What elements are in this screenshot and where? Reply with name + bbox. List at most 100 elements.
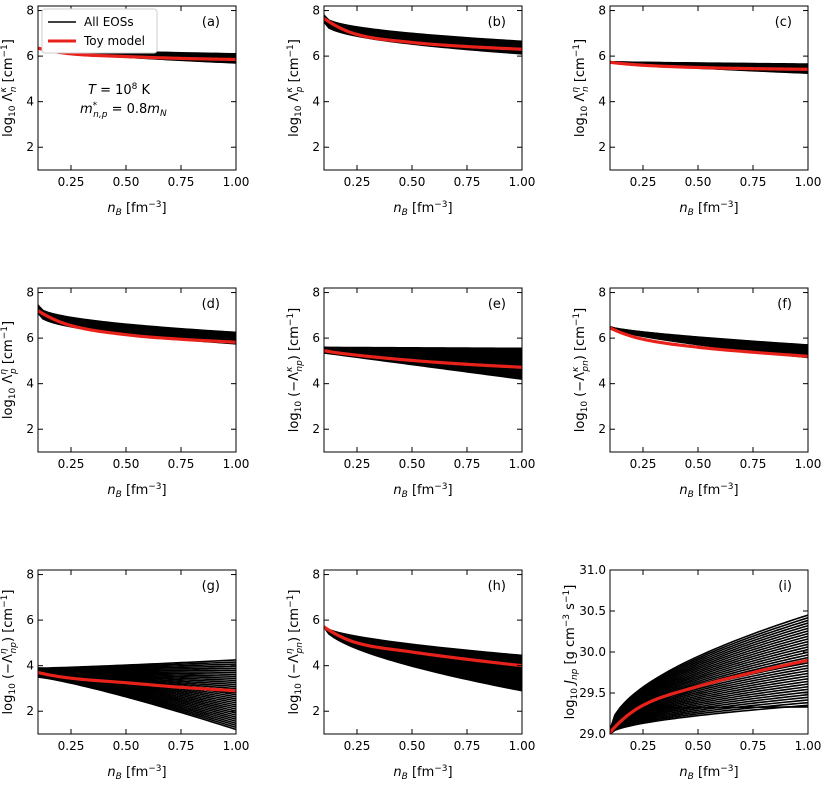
panel-label: (d) <box>202 297 220 312</box>
x-tick-label: 0.25 <box>58 175 85 189</box>
axes-frame <box>609 287 809 453</box>
x-axis-label: nB [fm−3] <box>679 482 738 500</box>
eos-curve <box>610 675 808 732</box>
y-tick-label: 2 <box>312 422 320 436</box>
x-axis-label: nB [fm−3] <box>679 764 738 782</box>
x-axis-label: nB [fm−3] <box>107 200 166 218</box>
eos-curve <box>610 614 808 731</box>
y-axis-label: log10 Jnp [g cm−3 s−1] <box>562 585 580 720</box>
x-tick-label: 0.50 <box>399 739 426 753</box>
eos-curve <box>610 691 808 734</box>
y-tick-label: 8 <box>26 4 34 18</box>
x-ticks: 0.25 0.50 0.75 1.00 <box>630 570 822 753</box>
y-tick-label: 31.0 <box>579 563 606 577</box>
eos-curve <box>324 346 522 350</box>
toy-model-line <box>324 625 522 668</box>
axes-frame <box>37 287 237 453</box>
y-axis-label: log10 Ληn [cm−1] <box>571 39 591 137</box>
x-axis-label: nB [fm−3] <box>107 482 166 500</box>
y-axis-label: log10 (−Λκpn) [cm−1] <box>571 308 591 432</box>
y-tick-label: 4 <box>312 659 320 673</box>
toy-model-curve <box>324 625 522 668</box>
x-tick-label: 0.25 <box>344 457 371 471</box>
x-tick-label: 0.75 <box>168 175 195 189</box>
y-ticks: 29.0 29.5 30.0 30.5 31.0 <box>579 563 808 741</box>
eos-curve <box>610 638 808 733</box>
eos-curve <box>38 304 236 334</box>
x-tick-label: 0.25 <box>58 457 85 471</box>
eos-curve <box>610 696 808 734</box>
eos-curve <box>610 646 808 734</box>
panel-a: 2 4 6 8 0.25 0.50 0.75 1.00 (a) log10 Λκn [cm−… <box>0 4 249 218</box>
toy-model-curve <box>610 60 808 71</box>
x-tick-label: 0.25 <box>344 739 371 753</box>
y-tick-label: 8 <box>26 286 34 300</box>
y-ticks: 2 4 6 8 <box>26 4 236 154</box>
y-tick-label: 8 <box>312 4 320 18</box>
panel-c: 2 4 6 8 0.25 0.50 0.75 1.00 (c) log10 Ληn [cm−… <box>571 4 821 218</box>
x-tick-label: 1.00 <box>795 739 822 753</box>
panel-f: 2 4 6 8 0.25 0.50 0.75 1.00 (f) log10 (−Λκpn) … <box>571 286 821 500</box>
y-tick-label: 6 <box>26 613 34 627</box>
eos-curve <box>610 701 808 734</box>
y-tick-label: 4 <box>26 377 34 391</box>
panel-label: (e) <box>488 297 506 312</box>
y-tick-label: 2 <box>26 704 34 718</box>
eos-curve <box>610 683 808 733</box>
y-tick-label: 6 <box>312 331 320 345</box>
axes-frame <box>609 5 809 171</box>
y-ticks: 2 4 6 8 <box>312 568 522 718</box>
y-tick-label: 30.0 <box>579 645 606 659</box>
x-axis-label: nB [fm−3] <box>393 764 452 782</box>
y-ticks: 2 4 6 8 <box>598 286 808 436</box>
eos-curve <box>610 640 808 733</box>
x-ticks: 0.25 0.50 0.75 1.00 <box>344 288 535 471</box>
y-ticks: 2 4 6 8 <box>312 4 522 154</box>
x-tick-label: 0.50 <box>399 175 426 189</box>
y-tick-label: 2 <box>312 704 320 718</box>
eos-curve <box>610 670 808 732</box>
annotation-effective-mass: m* n,p = 0.8mN <box>80 101 167 120</box>
y-tick-label: 2 <box>598 422 606 436</box>
y-tick-label: 29.0 <box>579 727 606 741</box>
toy-model-curve <box>324 349 522 369</box>
annotation-temperature: T = 108 K <box>88 82 151 98</box>
y-tick-label: 8 <box>598 4 606 18</box>
x-ticks: 0.25 0.50 0.75 1.00 <box>630 6 822 189</box>
y-tick-label: 6 <box>312 49 320 63</box>
toy-model-curve <box>38 46 236 62</box>
toy-model-curve <box>324 16 522 51</box>
y-tick-label: 30.5 <box>579 604 606 618</box>
toy-model-line <box>324 349 522 369</box>
eos-curves <box>610 325 808 359</box>
x-tick-label: 1.00 <box>795 457 822 471</box>
eos-curves <box>324 625 522 692</box>
eos-curve <box>610 61 808 65</box>
y-tick-label: 8 <box>598 286 606 300</box>
eos-curve <box>610 630 808 732</box>
y-ticks: 2 4 6 8 <box>26 286 236 436</box>
x-tick-label: 1.00 <box>223 457 250 471</box>
y-tick-label: 2 <box>312 140 320 154</box>
x-ticks: 0.25 0.50 0.75 1.00 <box>344 570 535 753</box>
eos-curve <box>610 672 808 732</box>
x-tick-label: 0.75 <box>740 175 767 189</box>
toy-model-curve <box>610 326 808 358</box>
eos-curve <box>324 625 522 657</box>
y-tick-label: 4 <box>312 95 320 109</box>
legend: All EOSs Toy model <box>41 8 158 54</box>
panel-d: 2 4 6 8 0.25 0.50 0.75 1.00 (d) log10 Ληp [cm−… <box>0 286 249 500</box>
y-tick-label: 4 <box>598 95 606 109</box>
y-tick-label: 8 <box>26 568 34 582</box>
toy-model-line <box>38 670 236 693</box>
x-tick-label: 0.50 <box>685 175 712 189</box>
x-axis-label: nB [fm−3] <box>393 200 452 218</box>
axes-frame <box>37 5 237 171</box>
axes-frame <box>37 569 237 735</box>
x-ticks: 0.25 0.50 0.75 1.00 <box>58 570 249 753</box>
eos-curve <box>610 616 808 731</box>
x-tick-label: 1.00 <box>795 175 822 189</box>
y-tick-label: 2 <box>26 140 34 154</box>
toy-model-line <box>38 309 236 344</box>
x-tick-label: 0.25 <box>344 175 371 189</box>
